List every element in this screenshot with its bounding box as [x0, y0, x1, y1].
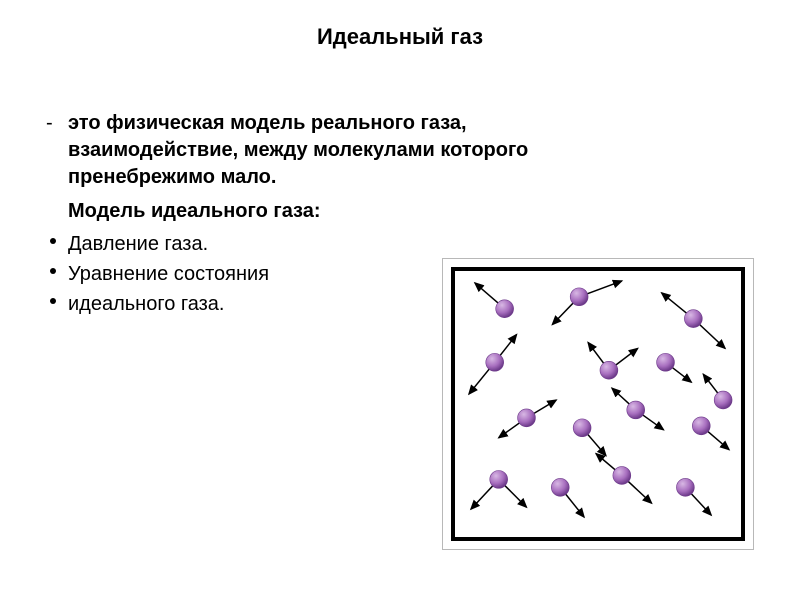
- definition-dash: -: [40, 110, 68, 137]
- definition-text: это физическая модель реального газа, вз…: [68, 110, 588, 191]
- bullet-icon: [44, 289, 68, 304]
- slide: Идеальный газ - это физическая модель ре…: [0, 0, 800, 600]
- model-subheading: Модель идеального газа:: [68, 197, 760, 225]
- bullet-text: идеального газа.: [68, 289, 224, 319]
- gas-molecules-svg: [455, 271, 741, 537]
- bullet-icon: [44, 259, 68, 274]
- bullet-text: Давление газа.: [68, 229, 208, 259]
- gas-diagram-box: [451, 267, 745, 541]
- slide-title: Идеальный газ: [40, 24, 760, 50]
- list-item: Давление газа.: [44, 229, 760, 259]
- definition-row: - это физическая модель реального газа, …: [40, 110, 760, 191]
- bullet-icon: [44, 229, 68, 244]
- bullet-text: Уравнение состояния: [68, 259, 269, 289]
- gas-diagram-frame: [442, 258, 754, 550]
